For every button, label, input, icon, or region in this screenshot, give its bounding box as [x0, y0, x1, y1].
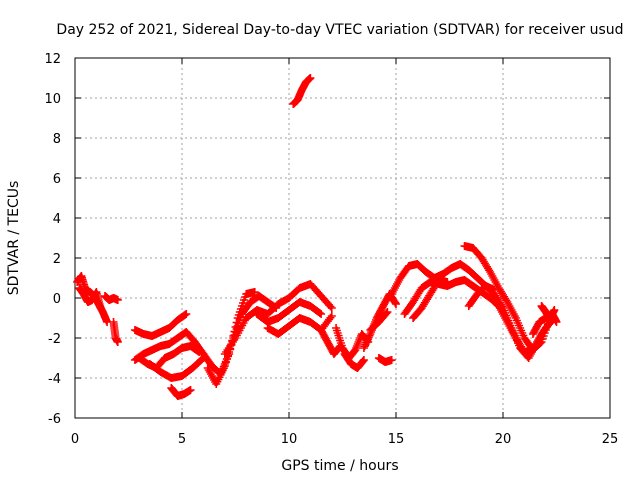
chart-title: Day 252 of 2021, Sidereal Day-to-day VTE…: [56, 22, 623, 38]
data-points: [73, 74, 561, 400]
data-point: [327, 304, 336, 312]
data-point: [363, 335, 372, 344]
x-tick-label: 20: [495, 432, 512, 447]
data-point: [391, 298, 400, 307]
data-point: [326, 302, 335, 311]
x-axis-label: GPS time / hours: [281, 458, 398, 474]
data-point: [315, 309, 324, 317]
data-point: [186, 386, 195, 394]
data-point: [364, 333, 373, 342]
data-point: [327, 312, 336, 320]
data-point: [387, 356, 396, 364]
data-point: [182, 310, 191, 318]
data-point: [250, 288, 259, 296]
x-tick-label: 5: [178, 432, 186, 447]
data-point: [359, 357, 368, 365]
data-point: [362, 338, 371, 347]
y-tick-label: 12: [44, 52, 61, 67]
data-point: [317, 310, 326, 318]
data-point: [96, 304, 105, 312]
axis-ticks: 0 5 10 15 20 25 -6 -4 -2 0 2 4 6 8 10 12: [44, 52, 618, 447]
x-tick-label: 10: [281, 432, 298, 447]
data-point: [360, 342, 369, 351]
plot-frame: [74, 57, 611, 419]
data-point: [363, 337, 372, 345]
data-point: [359, 344, 368, 352]
data-point: [443, 278, 452, 286]
data-point: [195, 348, 204, 356]
data-point: [326, 313, 335, 322]
data-point: [552, 318, 561, 326]
data-point: [220, 362, 229, 370]
data-point: [361, 340, 370, 349]
x-tick-label: 25: [602, 432, 619, 447]
data-point: [365, 331, 374, 340]
y-tick-label: 0: [53, 292, 61, 307]
y-tick-label: -4: [48, 372, 61, 387]
data-point: [359, 356, 368, 364]
data-point: [383, 308, 392, 316]
y-tick-label: 2: [53, 252, 61, 267]
data-point: [221, 358, 230, 367]
y-tick-label: -2: [48, 332, 61, 347]
data-point: [222, 355, 231, 363]
x-tick-label: 15: [388, 432, 405, 447]
y-tick-label: 10: [44, 92, 61, 107]
y-tick-label: 6: [53, 172, 61, 187]
y-axis-label: SDTVAR / TECUs: [6, 181, 22, 296]
y-tick-label: 4: [53, 212, 61, 227]
data-point: [382, 309, 391, 318]
data-point: [113, 296, 122, 304]
y-tick-label: 8: [53, 132, 61, 147]
data-point: [546, 316, 555, 324]
y-tick-label: -6: [48, 412, 61, 427]
data-point: [306, 74, 315, 82]
data-point: [490, 286, 499, 294]
x-tick-label: 0: [71, 432, 79, 447]
data-point: [392, 300, 400, 308]
data-point: [113, 338, 122, 346]
